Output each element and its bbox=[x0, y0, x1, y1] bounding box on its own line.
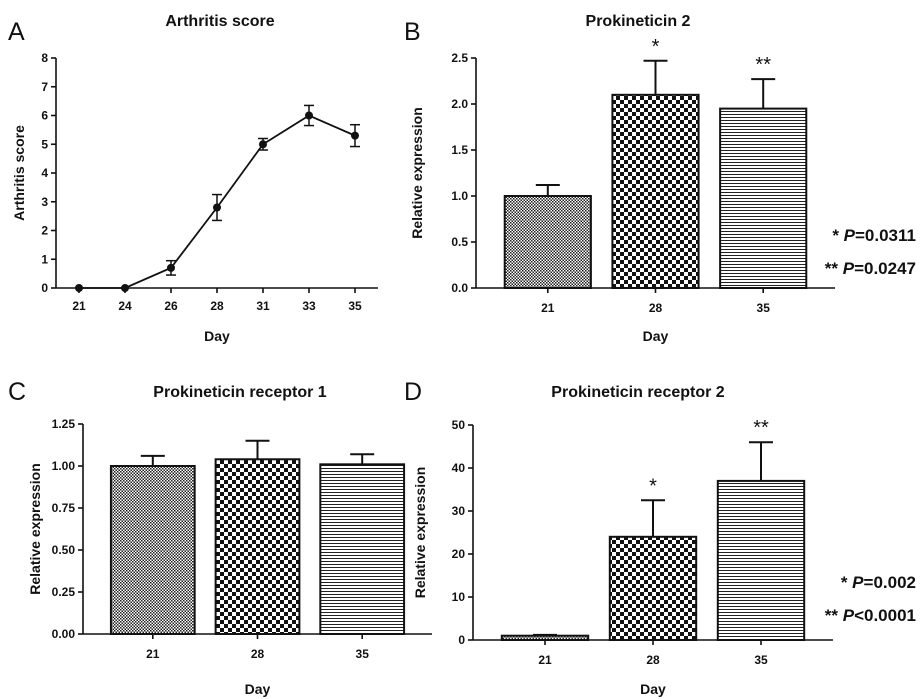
panel-d-xtick-label: 28 bbox=[646, 653, 660, 667]
panel-c-xtick-label: 21 bbox=[146, 647, 160, 661]
panel-a-data-point bbox=[75, 284, 83, 292]
panel-b-xtick-label: 35 bbox=[757, 301, 771, 315]
panel-d-bar bbox=[608, 535, 698, 641]
panel-a-data-point bbox=[213, 203, 221, 212]
panel-a-ytick-label: 4 bbox=[41, 166, 48, 180]
panel-d-pvalue: * P=0.002 bbox=[841, 573, 916, 592]
panel-b-xlabel: Day bbox=[643, 328, 669, 344]
panel-a-xtick-label: 28 bbox=[210, 299, 224, 313]
panel-c-ytick-label: 0.75 bbox=[52, 501, 76, 515]
panel-b-significance: ** bbox=[755, 54, 771, 76]
panel-c-bar bbox=[319, 463, 406, 635]
panel-d-xtick-label: 35 bbox=[754, 653, 768, 667]
panel-b-ytick-label: 1.5 bbox=[451, 143, 468, 157]
panel-d-ylabel: Relative expression bbox=[412, 467, 428, 599]
panel-c-ytick-label: 1.25 bbox=[52, 417, 76, 431]
panel-b-pvalue: ** P=0.0247 bbox=[825, 259, 916, 278]
panel-b-letter: B bbox=[404, 18, 421, 46]
panel-c-bar bbox=[214, 458, 301, 635]
panel-b-significance: * bbox=[652, 36, 660, 58]
panel-b-ytick-label: 2.0 bbox=[451, 97, 468, 111]
panel-a-ylabel: Arthritis score bbox=[11, 125, 27, 221]
panel-a-xtick-label: 24 bbox=[118, 299, 132, 313]
panel-d-significance: * bbox=[649, 475, 657, 497]
panel-a-xtick-label: 33 bbox=[302, 299, 316, 313]
panel-c-letter: C bbox=[8, 378, 26, 406]
panel-b-xtick-label: 21 bbox=[541, 301, 555, 315]
panel-b-ytick-label: 0.5 bbox=[451, 235, 468, 249]
panel-c-ytick-label: 0.50 bbox=[52, 543, 76, 557]
panel-d-title: Prokineticin receptor 2 bbox=[551, 384, 724, 401]
panel-d-xlabel: Day bbox=[640, 681, 666, 697]
panel-d-significance: ** bbox=[753, 417, 769, 439]
panel-c-title: Prokineticin receptor 1 bbox=[153, 384, 326, 401]
panel-a-ytick-label: 2 bbox=[41, 224, 48, 238]
panel-a-ytick-label: 3 bbox=[41, 195, 48, 209]
panel-a-ytick-label: 5 bbox=[41, 137, 48, 151]
panel-a-data-point bbox=[351, 131, 359, 140]
panel-c-ylabel: Relative expression bbox=[27, 463, 43, 595]
panel-a-letter: A bbox=[8, 18, 25, 46]
panel-a-ytick-label: 8 bbox=[41, 51, 48, 65]
panel-c-xlabel: Day bbox=[245, 681, 271, 697]
panel-a-ytick-label: 0 bbox=[41, 281, 48, 295]
panel-d-ytick-label: 50 bbox=[452, 418, 466, 432]
panel-c-ytick-label: 1.00 bbox=[52, 459, 76, 473]
panel-a-ytick-label: 1 bbox=[41, 252, 48, 266]
panel-a-data-point bbox=[305, 111, 313, 120]
panel-d-ytick-label: 30 bbox=[452, 504, 466, 518]
panel-b-bar bbox=[719, 107, 808, 289]
panel-b-ylabel: Relative expression bbox=[409, 107, 425, 239]
panel-a-ytick-label: 7 bbox=[41, 80, 48, 94]
panel-d-ytick-label: 20 bbox=[452, 547, 466, 561]
panel-d-ytick-label: 40 bbox=[452, 461, 466, 475]
panel-a-title: Arthritis score bbox=[165, 13, 274, 30]
panel-a-xtick-label: 31 bbox=[256, 299, 270, 313]
panel-c-ytick-label: 0.25 bbox=[52, 585, 76, 599]
panel-d-ytick-label: 0 bbox=[458, 633, 465, 647]
panel-a-data-point bbox=[259, 140, 267, 149]
panel-a-xtick-label: 26 bbox=[164, 299, 178, 313]
panel-b-ytick-label: 1.0 bbox=[451, 189, 468, 203]
panel-a-ytick-label: 6 bbox=[41, 109, 48, 123]
panel-d-ytick-label: 10 bbox=[452, 590, 466, 604]
panel-b-title: Prokineticin 2 bbox=[586, 13, 691, 30]
panel-d-bar bbox=[716, 479, 806, 641]
panel-b-pvalue: * P=0.0311 bbox=[832, 226, 916, 245]
panel-a-xlabel: Day bbox=[204, 328, 230, 344]
panel-c-xtick-label: 28 bbox=[251, 647, 265, 661]
panel-b-bar bbox=[503, 195, 592, 289]
panel-c-xtick-label: 35 bbox=[356, 647, 370, 661]
panel-c-bar bbox=[109, 465, 196, 635]
panel-b-xtick-label: 28 bbox=[649, 301, 663, 315]
panel-d-bar bbox=[500, 634, 590, 642]
panel-d-letter: D bbox=[404, 378, 422, 406]
panel-a-xtick-label: 21 bbox=[72, 299, 86, 313]
panel-b-ytick-label: 0.0 bbox=[451, 281, 468, 295]
panel-d-pvalue: ** P<0.0001 bbox=[825, 606, 916, 625]
panel-c-ytick-label: 0.00 bbox=[52, 627, 76, 641]
panel-b-ytick-label: 2.5 bbox=[451, 51, 468, 65]
panel-a-data-point bbox=[121, 284, 129, 292]
panel-a-data-point bbox=[167, 263, 175, 272]
panel-a-xtick-label: 35 bbox=[348, 299, 362, 313]
panel-b-bar bbox=[611, 93, 700, 289]
panel-d-xtick-label: 21 bbox=[538, 653, 552, 667]
